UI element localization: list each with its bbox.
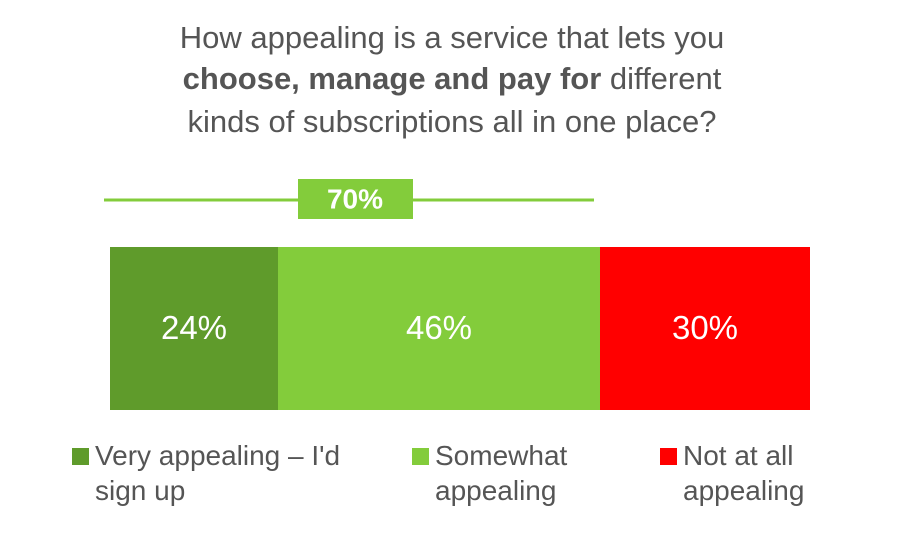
legend-label: Very appealing – I'd sign up: [95, 440, 341, 506]
bar-segment: [600, 247, 810, 410]
legend-swatch: [72, 448, 89, 465]
chart-title: kinds of subscriptions all in one place?: [187, 104, 716, 139]
chart-title: different: [610, 61, 722, 96]
data-label: 30%: [672, 309, 738, 346]
bracket-label: 70%: [327, 183, 383, 214]
data-label: 24%: [161, 309, 227, 346]
chart-title: choose, manage and pay for different: [183, 61, 722, 96]
legend-label: Not at all appealing: [683, 440, 805, 506]
legend-swatch: [412, 448, 429, 465]
legend-item: Somewhat appealing: [412, 438, 612, 508]
chart-title: How appealing is a service that lets you: [180, 20, 725, 55]
legend-swatch: [660, 448, 677, 465]
bracket-box: [298, 179, 413, 219]
bar-segment: [110, 247, 278, 410]
legend-item: Not at all appealing: [660, 438, 850, 508]
legend-label: Somewhat appealing: [435, 440, 568, 506]
chart-title-bold: choose, manage and pay for: [183, 61, 602, 96]
data-label: 46%: [406, 309, 472, 346]
legend-item: Very appealing – I'd sign up: [72, 438, 362, 508]
bar-segment: [278, 247, 600, 410]
